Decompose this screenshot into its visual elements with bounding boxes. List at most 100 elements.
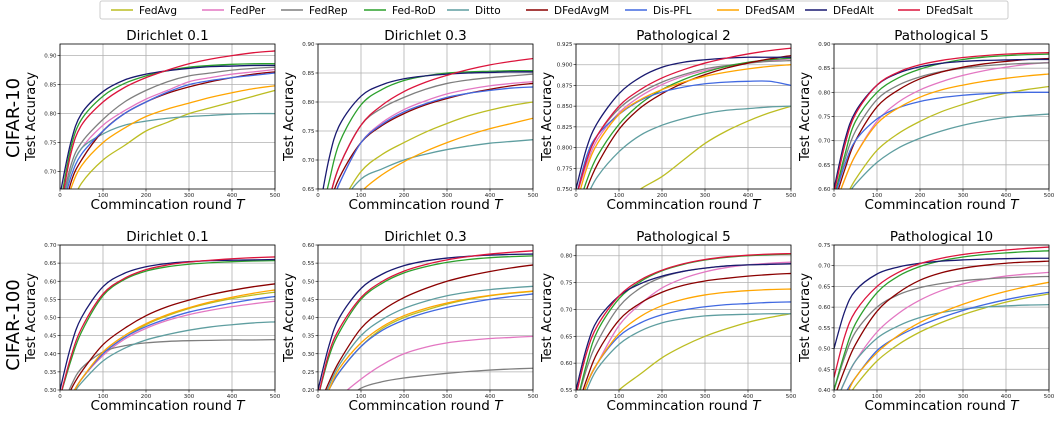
y-tick-label: 0.30 <box>302 352 315 358</box>
row-label-cifar100: CIFAR-100 <box>3 279 24 371</box>
series-line-dfedsalt <box>834 52 1049 189</box>
y-tick-label: 0.75 <box>560 281 573 287</box>
y-tick-label: 0.65 <box>560 334 573 340</box>
y-axis-label: Test Accuracy <box>540 72 555 162</box>
y-tick-label: 0.75 <box>818 115 831 121</box>
y-axis-label: Test Accuracy <box>798 72 813 162</box>
y-axis-label: Test Accuracy <box>24 72 39 162</box>
y-tick-label: 0.60 <box>44 279 57 285</box>
subplot-title: Dirichlet 0.3 <box>384 28 467 44</box>
series-line-dfedsalt <box>834 246 1049 378</box>
plot-border <box>575 244 792 391</box>
plot-border <box>317 244 534 391</box>
x-tick-label: 300 <box>184 394 195 400</box>
series-line-dfedsam <box>584 288 791 390</box>
series-line-dfedsam <box>70 85 275 189</box>
x-axis-label-symbol: T <box>494 398 504 414</box>
x-axis-label: Commincation round T <box>349 197 505 213</box>
x-tick-label: 200 <box>915 193 926 199</box>
x-axis-label-symbol: T <box>1010 197 1020 213</box>
series-line-dfedalt <box>834 257 1049 349</box>
x-tick-label: 100 <box>872 394 883 400</box>
y-tick-label: 0.70 <box>302 158 315 164</box>
legend-item-dis-pfl: Dis-PFL <box>625 5 692 17</box>
legend-label: DFedAlt <box>833 5 874 17</box>
series-group <box>322 57 533 189</box>
subplot-title: Pathological 5 <box>636 229 731 245</box>
legend-label: FedPer <box>230 5 266 17</box>
series-line-ditto <box>850 113 1049 189</box>
x-axis-label-text: Commincation round <box>607 398 753 414</box>
series-line-dfedsam <box>363 117 533 189</box>
x-axis-label-symbol: T <box>494 197 504 213</box>
y-tick-label: 0.25 <box>302 370 315 376</box>
series-line-fed-rod <box>326 69 533 189</box>
series-line-fedper <box>346 335 533 390</box>
y-tick-label: 0.80 <box>44 112 57 118</box>
y-tick-label: 0.70 <box>44 170 57 176</box>
x-tick-label: 0 <box>58 394 62 400</box>
series-line-ditto <box>65 112 275 189</box>
x-tick-label: 500 <box>786 394 797 400</box>
series-line-fed-rod <box>834 250 1049 390</box>
series-line-dfedavgm <box>333 82 533 189</box>
legend-item-dfedsam: DFedSAM <box>717 5 795 17</box>
x-tick-label: 400 <box>743 394 754 400</box>
x-tick-label: 0 <box>316 193 320 199</box>
plot-border <box>833 43 1050 190</box>
y-tick-label: 0.20 <box>302 388 315 394</box>
series-line-ditto <box>840 304 1049 390</box>
y-tick-label: 0.875 <box>557 83 573 89</box>
y-tick-label: 0.75 <box>818 243 831 249</box>
y-tick-label: 0.850 <box>557 104 573 110</box>
x-tick-label: 300 <box>700 394 711 400</box>
y-tick-label: 0.70 <box>560 307 573 313</box>
series-group <box>60 256 275 390</box>
x-axis-label: Commincation round T <box>865 398 1021 414</box>
legend-item-dfedalt: DFedAlt <box>805 5 874 17</box>
subplot-title: Pathological 5 <box>894 28 989 44</box>
y-tick-label: 0.775 <box>557 166 573 172</box>
x-tick-label: 300 <box>700 193 711 199</box>
x-tick-label: 0 <box>832 193 836 199</box>
series-line-dfedalt <box>576 263 791 390</box>
subplot-1: 0 100 200 300 400 500 0.70 0.75 0.80 0.85 0.90 Diri… <box>24 28 281 213</box>
series-line-dfedalt <box>576 56 791 189</box>
y-tick-label: 0.55 <box>302 261 315 267</box>
y-tick-label: 0.750 <box>557 187 573 193</box>
y-tick-label: 0.80 <box>560 254 573 260</box>
y-tick-label: 0.85 <box>302 71 315 77</box>
y-tick-label: 0.50 <box>302 279 315 285</box>
x-tick-label: 500 <box>786 193 797 199</box>
x-tick-label: 500 <box>1044 394 1055 400</box>
y-tick-label: 0.65 <box>818 163 831 169</box>
y-tick-label: 0.45 <box>44 334 57 340</box>
x-axis-label-symbol: T <box>752 398 762 414</box>
x-tick-label: 400 <box>1001 394 1012 400</box>
series-line-dfedsam <box>579 64 791 189</box>
x-tick-label: 200 <box>141 394 152 400</box>
subplot-7: 0 100 200 300 400 500 0.55 0.60 0.65 0.70 0.75 0.80… <box>540 229 797 414</box>
y-axis-label: Test Accuracy <box>540 273 555 363</box>
y-tick-label: 0.75 <box>302 129 315 135</box>
x-tick-label: 0 <box>832 394 836 400</box>
x-tick-label: 500 <box>270 394 281 400</box>
series-line-fedavg <box>77 89 275 189</box>
series-group <box>834 52 1049 189</box>
series-line-dfedavgm <box>836 260 1049 390</box>
x-tick-label: 0 <box>574 394 578 400</box>
x-tick-label: 100 <box>98 394 109 400</box>
subplot-4: 0 100 200 300 400 500 0.60 0.65 0.70 0.75 0.80 0.85… <box>798 28 1055 213</box>
y-axis-label: Test Accuracy <box>282 273 297 363</box>
legend-label: DFedAvgM <box>554 5 609 17</box>
series-line-dfedavgm <box>324 264 533 390</box>
x-tick-label: 300 <box>442 193 453 199</box>
row-label-cifar10: CIFAR-10 <box>3 78 24 158</box>
legend-item-dfedavgm: DFedAvgM <box>526 5 609 17</box>
y-tick-label: 0.85 <box>818 66 831 72</box>
x-axis-label-text: Commincation round <box>865 197 1011 213</box>
x-tick-label: 400 <box>485 394 496 400</box>
x-tick-label: 300 <box>958 394 969 400</box>
series-line-fed-rod <box>61 259 275 390</box>
x-tick-label: 400 <box>1001 193 1012 199</box>
